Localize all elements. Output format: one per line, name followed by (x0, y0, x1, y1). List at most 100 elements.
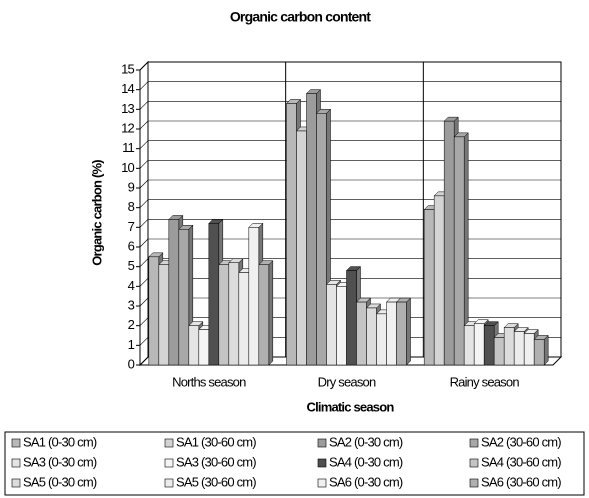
legend-swatch (317, 438, 327, 448)
y-tick-label: 6 (128, 238, 135, 253)
y-tick-label: 10 (121, 160, 134, 175)
legend-swatch (317, 458, 327, 468)
bar (248, 227, 260, 366)
bar (513, 331, 525, 366)
bar (463, 325, 475, 366)
x-tick-label: Rainy season (450, 374, 520, 389)
legend-label: SA4 (30-60 cm) (481, 454, 561, 469)
grid-line (139, 278, 149, 287)
grid-line (139, 238, 149, 248)
x-axis-title: Climatic season (307, 399, 395, 414)
grid-line (139, 179, 149, 189)
y-tick-label: 9 (128, 179, 135, 194)
bar (493, 337, 505, 366)
y-tick-label: 0 (128, 356, 135, 371)
grid-line (139, 81, 149, 90)
legend-label: SA1 (0-30 cm) (23, 434, 97, 449)
bar (453, 136, 465, 366)
bar (326, 284, 337, 366)
legend-label: SA5 (30-60 cm) (176, 474, 256, 489)
bar (158, 264, 170, 366)
bar (503, 327, 515, 366)
bar (218, 264, 230, 366)
legend-label: SA3 (30-60 cm) (176, 454, 256, 469)
bar (238, 272, 250, 366)
y-tick-label: 5 (128, 258, 135, 273)
legend-label: SA4 (0-30 cm) (329, 454, 403, 469)
grid-line (139, 101, 149, 110)
legend-swatch (11, 458, 21, 468)
bar-side (543, 334, 549, 366)
chart-title: Organic carbon content (230, 9, 371, 25)
x-tick-label: Norths season (172, 374, 246, 389)
legend-swatch (469, 478, 479, 488)
y-tick-label: 15 (121, 61, 134, 76)
y-tick-label: 7 (128, 219, 135, 234)
legend-label: SA1 (30-60 cm) (176, 434, 256, 449)
grid-line (139, 61, 149, 71)
grid-line (139, 219, 149, 228)
legend-label: SA3 (0-30 cm) (23, 454, 97, 469)
y-tick-label: 8 (128, 199, 135, 214)
bar (433, 195, 445, 366)
bar (423, 209, 435, 366)
grid-line (139, 356, 149, 366)
y-axis-title: Organic carbon (%) (89, 160, 104, 266)
y-tick-label: 11 (122, 140, 134, 155)
bar (306, 93, 317, 366)
legend-swatch (164, 478, 174, 488)
bar (366, 307, 377, 366)
bar (356, 301, 367, 366)
grid-line (139, 140, 149, 149)
bar (346, 270, 357, 366)
y-tick-label: 4 (128, 278, 135, 293)
bar (473, 323, 485, 366)
bar (336, 286, 347, 366)
legend-box (4, 431, 585, 496)
bar (316, 113, 327, 366)
bar (258, 264, 270, 366)
side-wall (139, 60, 149, 367)
bar (533, 339, 545, 366)
bar (523, 333, 535, 366)
bar (376, 313, 387, 366)
bar (198, 329, 210, 366)
bar (396, 301, 407, 366)
y-tick-label: 14 (121, 81, 134, 96)
grid-line (139, 160, 149, 169)
bar (148, 256, 160, 366)
grid-line (139, 297, 149, 307)
bar-side (406, 297, 411, 366)
grid-line (139, 337, 149, 346)
legend-swatch (164, 458, 174, 468)
y-tick-label: 2 (128, 317, 135, 332)
y-tick-label: 13 (121, 101, 134, 116)
legend-label: SA6 (0-30 cm) (329, 474, 403, 489)
legend-swatch (469, 438, 479, 448)
bar (286, 103, 297, 366)
legend-swatch (11, 478, 21, 488)
y-tick-label: 3 (128, 297, 135, 312)
bar (296, 130, 307, 366)
bar (443, 120, 455, 366)
legend-swatch (469, 458, 479, 468)
grid-line (139, 317, 149, 326)
grid-line (139, 120, 149, 130)
x-tick-label: Dry season (318, 374, 376, 389)
grid-line (139, 258, 149, 267)
legend-label: SA6 (30-60 cm) (481, 474, 561, 489)
y-tick-label: 1 (128, 337, 135, 352)
bar (228, 262, 240, 366)
legend-swatch (317, 478, 327, 488)
bar (188, 325, 200, 366)
y-tick-label: 12 (121, 120, 134, 135)
grid-line (139, 199, 149, 208)
legend-label: SA2 (30-60 cm) (481, 434, 561, 449)
legend-swatch (11, 438, 21, 448)
bar (178, 229, 190, 366)
bar-side (268, 260, 274, 366)
legend-label: SA2 (0-30 cm) (329, 434, 403, 449)
bar (483, 325, 495, 366)
bar (208, 223, 220, 366)
